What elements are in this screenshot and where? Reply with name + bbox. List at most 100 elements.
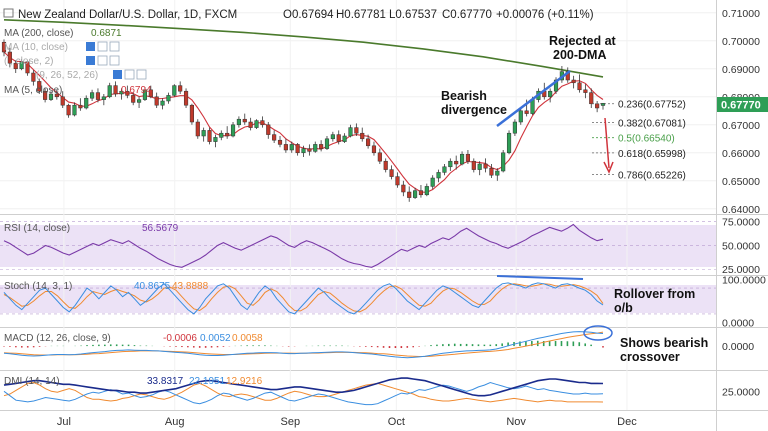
macd-hist-value: -0.0006 [163, 333, 197, 344]
candle [577, 74, 582, 93]
candle [195, 119, 200, 139]
candle-body [1, 41, 7, 53]
time-tick-label: Dec [617, 416, 637, 428]
candle-body [489, 167, 494, 176]
stoch-band [0, 285, 716, 313]
dmi-legend: DMI (14, 14) [4, 376, 60, 387]
candle [183, 88, 189, 108]
candle [48, 91, 54, 101]
candle [19, 59, 24, 71]
candle [60, 91, 65, 108]
rsi-legend: RSI (14, close) [4, 223, 70, 234]
rsi-tick-label: 25.0000 [722, 264, 760, 276]
candle [43, 88, 48, 103]
candle-body [407, 191, 412, 198]
candle [283, 138, 288, 153]
candle [142, 87, 148, 101]
candle-body [301, 148, 306, 154]
candle-body [225, 132, 230, 137]
candle-body [401, 184, 406, 193]
candle [172, 84, 177, 97]
candle [213, 134, 218, 148]
annotation-texts: Rejected at 200-DMA Bearish divergence R… [441, 34, 708, 364]
candle-body [54, 93, 59, 98]
candle-body [436, 172, 441, 179]
candle-body [383, 160, 388, 170]
rsi-tick-label: 50.0000 [722, 240, 760, 252]
candle [54, 89, 59, 100]
candle-body [248, 121, 253, 128]
time-tick-label: Sep [281, 416, 301, 428]
candle-body [442, 166, 447, 173]
candle-body [48, 93, 54, 100]
candle [407, 186, 412, 202]
candle [84, 95, 89, 110]
candle-body [371, 145, 377, 154]
rsi-line [3, 223, 604, 268]
divergence-annotation-line1: Bearish [441, 89, 487, 103]
price-tick-label: 0.71000 [722, 8, 760, 20]
candle-body [354, 127, 359, 134]
stoch-d-line [3, 283, 604, 313]
price-tick-label: 0.64000 [722, 204, 760, 216]
rejected-annotation-line2: 200-DMA [553, 48, 607, 62]
candle-body [424, 186, 429, 196]
candle-body [66, 104, 71, 116]
candle [166, 92, 171, 104]
candle [254, 119, 259, 129]
macd-tick-label: 0.0000 [722, 341, 754, 353]
candle [242, 113, 247, 125]
stoch-d-value: 43.8888 [172, 281, 209, 292]
candle [160, 98, 165, 110]
candle [101, 94, 106, 106]
rsi-band [0, 225, 716, 267]
candle [113, 81, 118, 97]
candle [236, 116, 241, 128]
candle [25, 60, 30, 76]
candle [483, 158, 488, 173]
candle-body [178, 85, 183, 92]
candle [518, 108, 523, 125]
candle [430, 175, 435, 190]
candle [360, 127, 365, 142]
candle [72, 102, 77, 117]
candle-body [471, 160, 476, 170]
candle-body [283, 144, 288, 151]
candle [442, 164, 447, 176]
price-tick-label: 0.66000 [722, 148, 760, 160]
collapse-icon [3, 8, 14, 18]
candle-body [19, 61, 24, 70]
dmi-plus-line [3, 381, 604, 406]
candle [66, 103, 71, 118]
candle-body [201, 130, 206, 137]
candle-body [277, 139, 283, 145]
candle-body [242, 118, 247, 123]
rsi-pane: 75.0000 50.0000 25.0000 [0, 217, 760, 276]
candle-body [319, 144, 324, 149]
candle-body [418, 190, 424, 196]
candle [107, 82, 112, 99]
target-arrow-shaft [604, 117, 610, 169]
dmi-adx-value: 33.8317 [147, 376, 184, 387]
stoch-k-line [3, 282, 604, 315]
candle-body [518, 110, 523, 123]
candle-body [506, 132, 512, 154]
candle-body [166, 95, 171, 102]
candle [277, 136, 283, 148]
candle-body [348, 127, 353, 137]
candle [512, 119, 517, 136]
macd-line-value: 0.0052 [200, 333, 231, 344]
dmi-tick-label: 25.0000 [722, 386, 760, 398]
candle-body [131, 95, 136, 103]
candle-body [60, 96, 65, 106]
candle [342, 133, 347, 143]
time-tick-label: Aug [165, 416, 185, 428]
candle-body [454, 160, 459, 165]
candle-body [219, 132, 224, 138]
candle-body [589, 92, 594, 105]
fib-label: 0.618(0.65998) [618, 149, 686, 160]
last-price-tag: 0.67770 [717, 97, 768, 112]
